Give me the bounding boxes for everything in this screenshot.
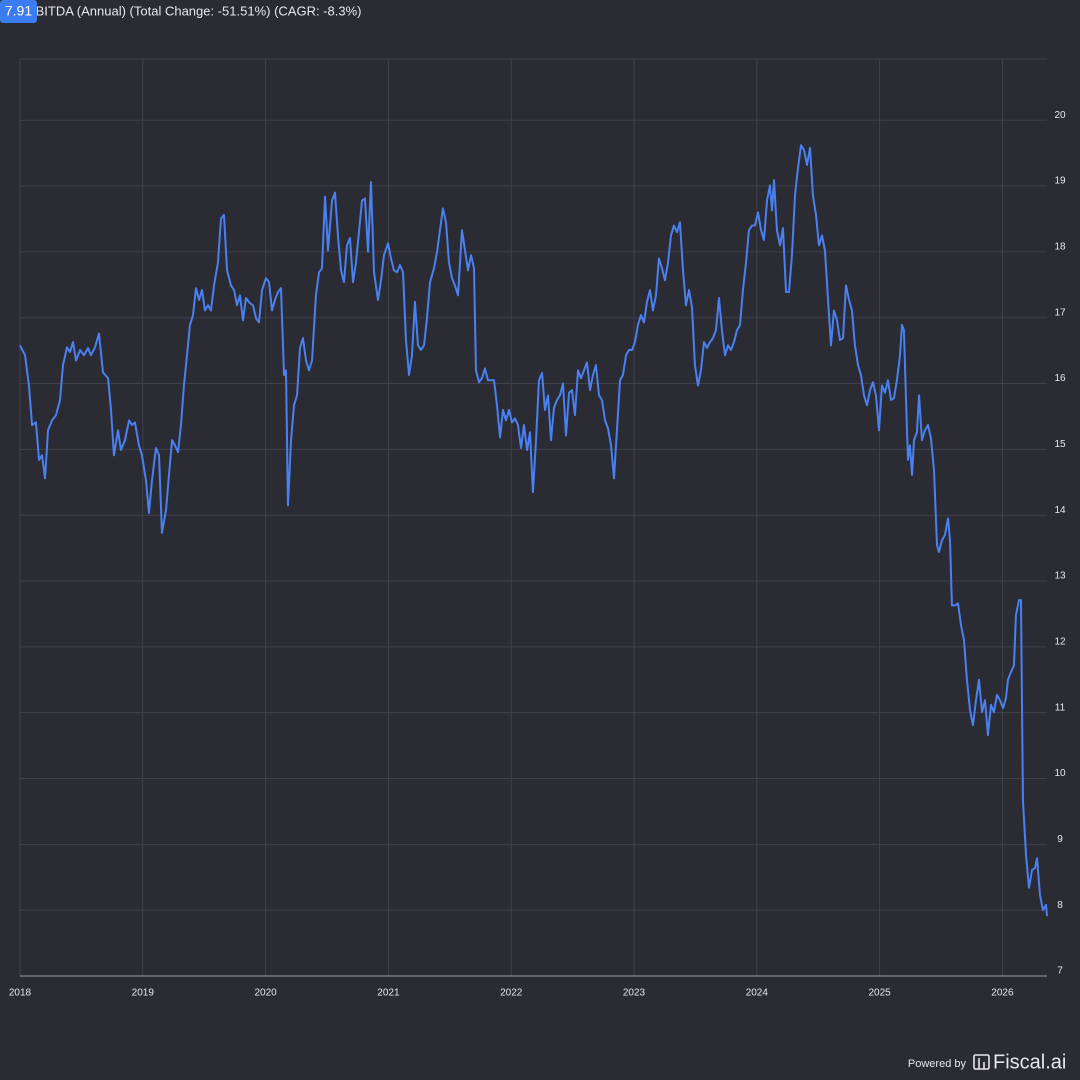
- x-tick-label: 2021: [377, 988, 400, 999]
- value-badge: [0, 0, 37, 23]
- y-tick-label: 15: [1054, 439, 1066, 450]
- y-tick-label: 19: [1054, 176, 1066, 187]
- y-tick-label: 10: [1054, 768, 1066, 779]
- x-tick-label: 2022: [500, 988, 523, 999]
- y-tick-label: 9: [1057, 834, 1063, 845]
- y-tick-label: 12: [1054, 636, 1066, 647]
- footer-prefix: Powered by: [908, 1058, 967, 1070]
- x-tick-label: 2026: [991, 988, 1014, 999]
- x-tick-label: 2019: [132, 988, 155, 999]
- y-tick-label: 7: [1057, 966, 1063, 977]
- y-tick-label: 11: [1055, 702, 1066, 713]
- y-tick-label: 20: [1054, 110, 1066, 121]
- footer-brand: Fiscal.ai: [993, 1051, 1066, 1073]
- chart-title: EV/EBITDA (Annual) (Total Change: -51.51…: [6, 3, 361, 18]
- x-tick-label: 2024: [746, 988, 769, 999]
- x-tick-label: 2025: [868, 988, 891, 999]
- plot: [19, 144, 1048, 917]
- x-tick-label: 2018: [9, 988, 32, 999]
- y-tick-label: 16: [1054, 373, 1066, 384]
- x-tick-label: 2020: [254, 988, 277, 999]
- x-tick-label: 2023: [623, 988, 646, 999]
- y-tick-label: 18: [1054, 242, 1066, 253]
- value-badge-text: 7.91: [5, 3, 32, 19]
- y-tick-label: 13: [1054, 571, 1066, 582]
- brand-icon: [973, 1054, 990, 1070]
- y-tick-label: 17: [1054, 307, 1066, 318]
- y-tick-label: 8: [1057, 900, 1063, 911]
- series-line: [19, 144, 1048, 917]
- y-tick-label: 14: [1054, 505, 1066, 516]
